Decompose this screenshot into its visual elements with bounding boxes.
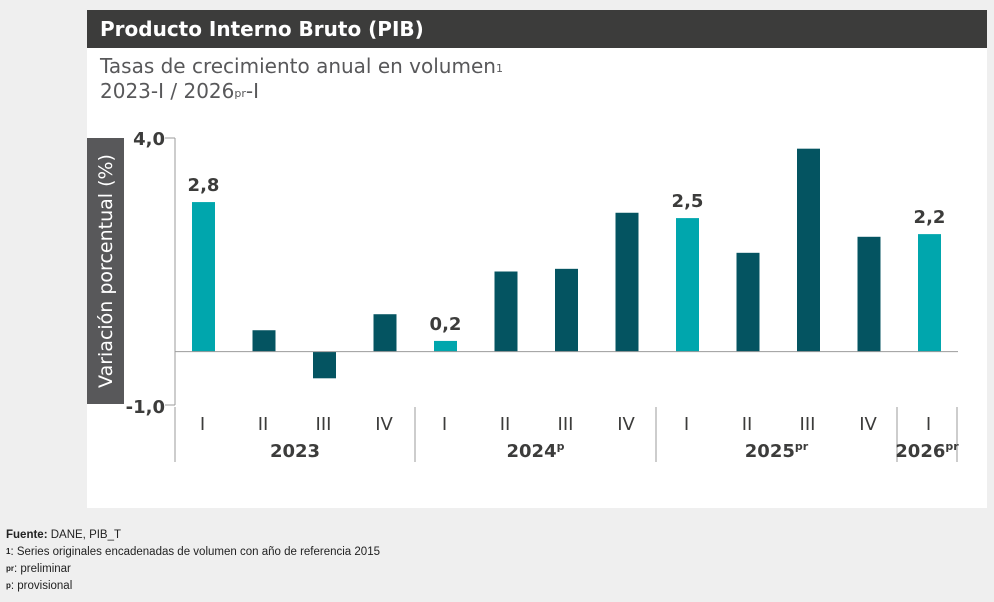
x-tick-label: I — [442, 414, 447, 435]
x-group-year: 2023 — [270, 441, 320, 462]
bar — [252, 330, 276, 352]
bar — [676, 218, 699, 352]
subtitle-footnote-mark: 1 — [495, 62, 503, 75]
bar — [373, 314, 397, 352]
x-group-year: 2024 — [507, 441, 557, 462]
x-tick-label: IV — [617, 414, 635, 435]
bar — [434, 340, 457, 352]
bar — [797, 148, 820, 352]
note-source-text: DANE, PIB_T — [47, 529, 122, 541]
chart-subtitle: Tasas de crecimiento anual en volumen1 2… — [100, 54, 503, 104]
y-tick-label: 4,0 — [133, 129, 165, 150]
bar — [918, 234, 941, 352]
x-group-year: 2026 — [895, 441, 945, 462]
note-p-mark: p — [6, 581, 11, 590]
note-1-text: : Series originales encadenadas de volum… — [10, 546, 380, 558]
x-tick-label: IV — [375, 414, 393, 435]
bar — [615, 212, 639, 352]
x-tick-label: III — [800, 414, 816, 435]
note-p: p: provisional — [6, 578, 380, 595]
x-group-label: 2024p — [507, 440, 565, 462]
x-tick-label: IV — [859, 414, 877, 435]
x-tick-label: II — [258, 414, 269, 435]
y-axis-label: Variación porcentual (%) — [95, 154, 117, 388]
chart-card: Producto Interno Bruto (PIB) Tasas de cr… — [87, 10, 987, 508]
bar — [857, 236, 881, 352]
subtitle-period-end: -I — [245, 79, 260, 103]
note-1-mark: 1 — [6, 547, 11, 556]
x-group-year: 2025 — [745, 441, 795, 462]
x-tick-label: III — [316, 414, 332, 435]
x-group-label: 2023 — [270, 441, 320, 462]
note-pr: pr: preliminar — [6, 561, 380, 578]
x-group-sup: pr — [945, 440, 959, 453]
x-tick-label: I — [684, 414, 689, 435]
note-source: Fuente: DANE, PIB_T — [6, 527, 380, 544]
footnotes: Fuente: DANE, PIB_T 1: Series originales… — [6, 527, 380, 595]
note-source-label: Fuente: — [6, 529, 48, 541]
chart-title: Producto Interno Bruto (PIB) — [87, 10, 987, 48]
note-pr-mark: pr — [6, 564, 14, 573]
bar-data-label: 2,8 — [188, 175, 220, 196]
subtitle-line1: Tasas de crecimiento anual en volumen — [100, 54, 496, 78]
x-tick-label: I — [926, 414, 931, 435]
bar-chart: Variación porcentual (%)4,0-1,02,8I II III… — [87, 129, 959, 462]
x-group-sup: p — [557, 440, 565, 453]
x-tick-label: II — [500, 414, 511, 435]
bar-data-label: 2,5 — [672, 191, 704, 212]
y-tick-label: -1,0 — [126, 397, 165, 418]
x-group-label: 2025pr — [745, 440, 809, 462]
x-group-label: 2026pr — [895, 440, 959, 462]
bar — [736, 252, 760, 352]
x-group-sup: pr — [795, 440, 809, 453]
subtitle-period-start: 2023-I / 2026 — [100, 79, 235, 103]
x-tick-label: II — [742, 414, 753, 435]
bar-data-label: 0,2 — [430, 314, 462, 335]
subtitle-period-sup: pr — [234, 87, 246, 100]
bar — [313, 351, 336, 379]
note-1: 1: Series originales encadenadas de volu… — [6, 544, 380, 561]
bar — [192, 202, 215, 352]
bar-data-label: 2,2 — [914, 207, 946, 228]
x-tick-label: III — [558, 414, 574, 435]
note-p-text: : provisional — [10, 580, 73, 592]
y-axis-label-box — [87, 138, 124, 404]
bar — [494, 271, 518, 352]
note-pr-text: : preliminar — [14, 563, 71, 575]
bar — [555, 268, 578, 352]
x-tick-label: I — [200, 414, 205, 435]
